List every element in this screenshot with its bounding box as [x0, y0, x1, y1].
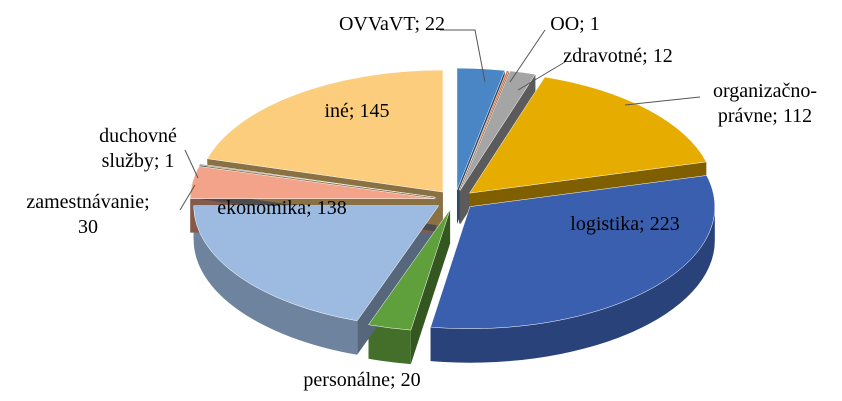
leader-line	[509, 29, 546, 83]
slice	[189, 166, 436, 199]
data-label-line: 30	[78, 216, 98, 238]
data-label: duchovné služby; 1	[99, 125, 177, 172]
slice	[193, 205, 440, 322]
data-label-line: zdravotné; 12	[563, 45, 672, 67]
leader-line	[440, 29, 486, 83]
data-label: OO; 1	[550, 13, 599, 35]
slice	[368, 209, 451, 331]
slice-side	[368, 324, 411, 365]
slice	[199, 163, 436, 198]
data-label: logistika; 223	[570, 213, 679, 235]
data-label-line: OVVaVT; 22	[339, 13, 445, 35]
data-label-line: služby; 1	[102, 150, 175, 172]
leader-line	[184, 149, 199, 179]
data-label: iné; 145	[325, 100, 390, 122]
data-label-line: ekonomika; 138	[217, 197, 346, 219]
slice	[469, 76, 707, 194]
data-label: personálne; 20	[303, 369, 420, 391]
slice	[458, 70, 510, 191]
data-label-line: právne; 112	[718, 105, 812, 127]
data-label-line: personálne; 20	[303, 369, 420, 391]
leader-line	[624, 96, 701, 106]
slice	[456, 67, 506, 191]
leader-line	[179, 184, 196, 211]
data-label-line: duchovné	[99, 125, 177, 147]
data-label: zamestnávanie; 30	[26, 191, 149, 238]
data-label: ekonomika; 138	[217, 197, 346, 219]
data-label: zdravotné; 12	[563, 45, 672, 67]
data-label-line: organizačno-	[713, 80, 817, 102]
data-label: organizačno-právne; 112	[713, 80, 817, 127]
data-label-line: iné; 145	[325, 100, 390, 122]
data-label-line: zamestnávanie;	[26, 191, 149, 213]
slice	[430, 175, 716, 329]
slice-side	[193, 205, 358, 355]
data-label-line: OO; 1	[550, 13, 599, 35]
slice-side	[430, 206, 715, 363]
leader-line	[517, 61, 566, 91]
data-label: OVVaVT; 22	[339, 13, 445, 35]
data-label-line: logistika; 223	[570, 213, 679, 235]
slice	[459, 70, 536, 191]
slice	[206, 69, 444, 193]
